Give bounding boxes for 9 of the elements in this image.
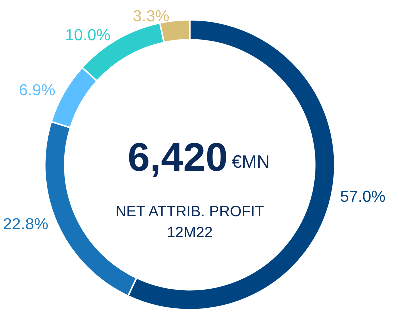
data-label: 6.9% — [19, 82, 56, 100]
text: 12M22 — [167, 224, 213, 242]
data-label: 22.8% — [3, 216, 49, 234]
data-label: 57.0% — [340, 189, 386, 206]
data-label: 10.0% — [65, 27, 111, 44]
data-label: 3.3% — [133, 8, 170, 26]
text: €MN — [232, 152, 270, 172]
text: NET ATTRIB. PROFIT — [116, 204, 264, 220]
text: 6,420 — [128, 136, 228, 180]
